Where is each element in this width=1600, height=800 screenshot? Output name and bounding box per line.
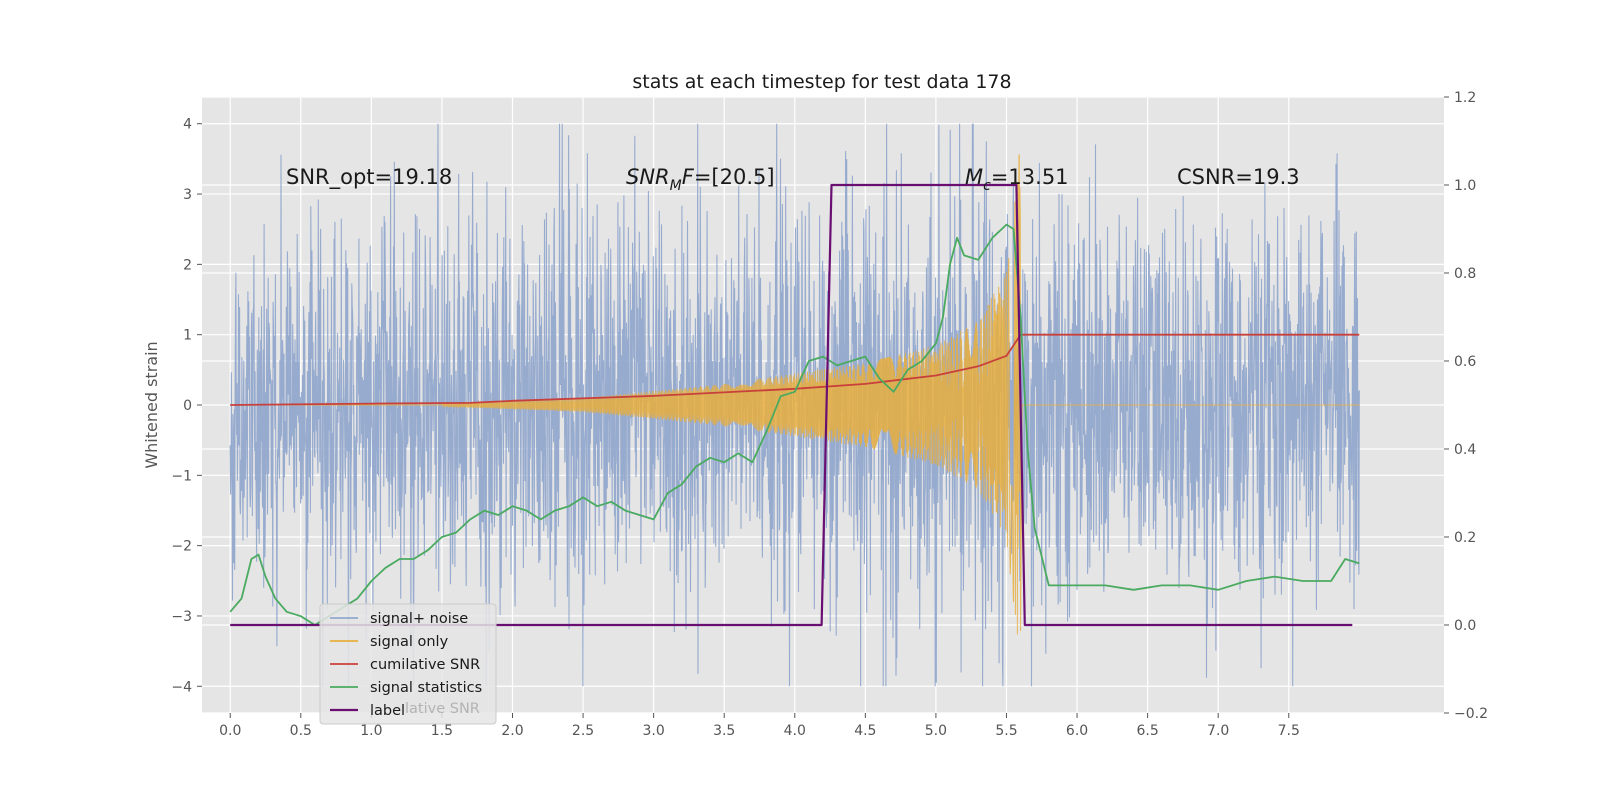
x-tick-label: 5.0 [925,723,947,739]
chart-title: stats at each timestep for test data 178 [632,71,1011,93]
x-tick-label: 1.0 [360,723,382,739]
annotation-snr-mf: SNRMF=[20.5] [626,165,775,194]
annotation-snr-mf-sub: M [670,178,682,194]
line-series-group [229,183,1360,627]
y-tick-label: −1 [171,468,192,484]
signal-plus-noise-trace [229,123,1360,687]
y-tick-label: −4 [171,679,192,695]
annotation-csnr: CSNR=19.3 [1177,165,1300,189]
y-tick-label: 1 [183,328,192,344]
series-label [230,183,1353,627]
series-signal-statistics [229,223,1360,626]
y-tick-label: 4 [183,117,192,133]
legend-label: signal+ noise [370,611,468,627]
series-cumilative-snr [230,333,1360,406]
y-tick-label: 0 [183,398,192,414]
signal-only-trace [230,154,1360,635]
x-tick-label: 7.5 [1278,723,1300,739]
x-tick-label: 2.0 [501,723,523,739]
y2-tick-label: 0.2 [1454,530,1476,546]
y2-tick-label: 0.8 [1454,266,1476,282]
x-tick-label: 7.0 [1207,723,1229,739]
x-tick-label: 1.5 [431,723,453,739]
annotation-snr-opt: SNR_opt=19.18 [286,165,452,190]
legend-box [319,603,497,725]
legend-ghost-text: lative SNR [405,701,480,717]
y2-tick-label: −0.2 [1454,706,1488,722]
x-tick-label: 0.0 [219,723,241,739]
legend-label: signal statistics [370,680,482,696]
y2-tick-label: 1.0 [1454,178,1476,194]
annotation-snr-mf-rest: F=[20.5] [682,165,775,189]
legend-label: label [370,703,405,719]
annotations: SNR_opt=19.18 SNRMF=[20.5] Mc=13.51 CSNR… [286,165,1300,194]
series-signal-plus-noise [229,123,1360,687]
plot-series-group [229,123,1360,687]
x-tick-label: 4.0 [784,723,806,739]
x-tick-label: 3.0 [643,723,665,739]
series-signal-only [230,154,1360,635]
axes: 0.0 0.5 1.0 1.5 2.0 2.5 3.0 3.5 4.0 4.5 5.0 5.5 6.0 6… [171,90,1488,739]
y2-tick-label: 0.0 [1454,618,1476,634]
annotation-mc-main: M [965,165,983,189]
x-tick-label: 0.5 [290,723,312,739]
y2-tick-label: 0.6 [1454,354,1476,370]
legend-label: signal only [370,634,449,650]
y-axis-label: Whitened strain [142,341,161,468]
x-tick-label: 6.0 [1066,723,1088,739]
annotation-mc: Mc=13.51 [965,165,1069,194]
x-tick-label: 4.5 [854,723,876,739]
y-tick-label: 3 [183,187,192,203]
legend-label: cumilative SNR [370,657,480,673]
annotation-mc-sub: c [983,178,991,194]
y-tick-label: −2 [171,539,192,555]
x-tick-label: 2.5 [572,723,594,739]
y2-tick-label: 0.4 [1454,442,1476,458]
x-tick-label: 6.5 [1136,723,1158,739]
y-tick-label: −3 [171,609,192,625]
annotation-mc-rest: =13.51 [991,165,1069,189]
y2-tick-label: 1.2 [1454,90,1476,106]
annotation-snr-mf-f: F [682,165,695,189]
annotation-snr-mf-main: SNR [626,165,670,189]
x-tick-label: 5.5 [995,723,1017,739]
legend: lative SNR signal+ noise signal only cumil… [319,603,497,725]
x-tick-label: 3.5 [713,723,735,739]
y-tick-label: 2 [183,257,192,273]
